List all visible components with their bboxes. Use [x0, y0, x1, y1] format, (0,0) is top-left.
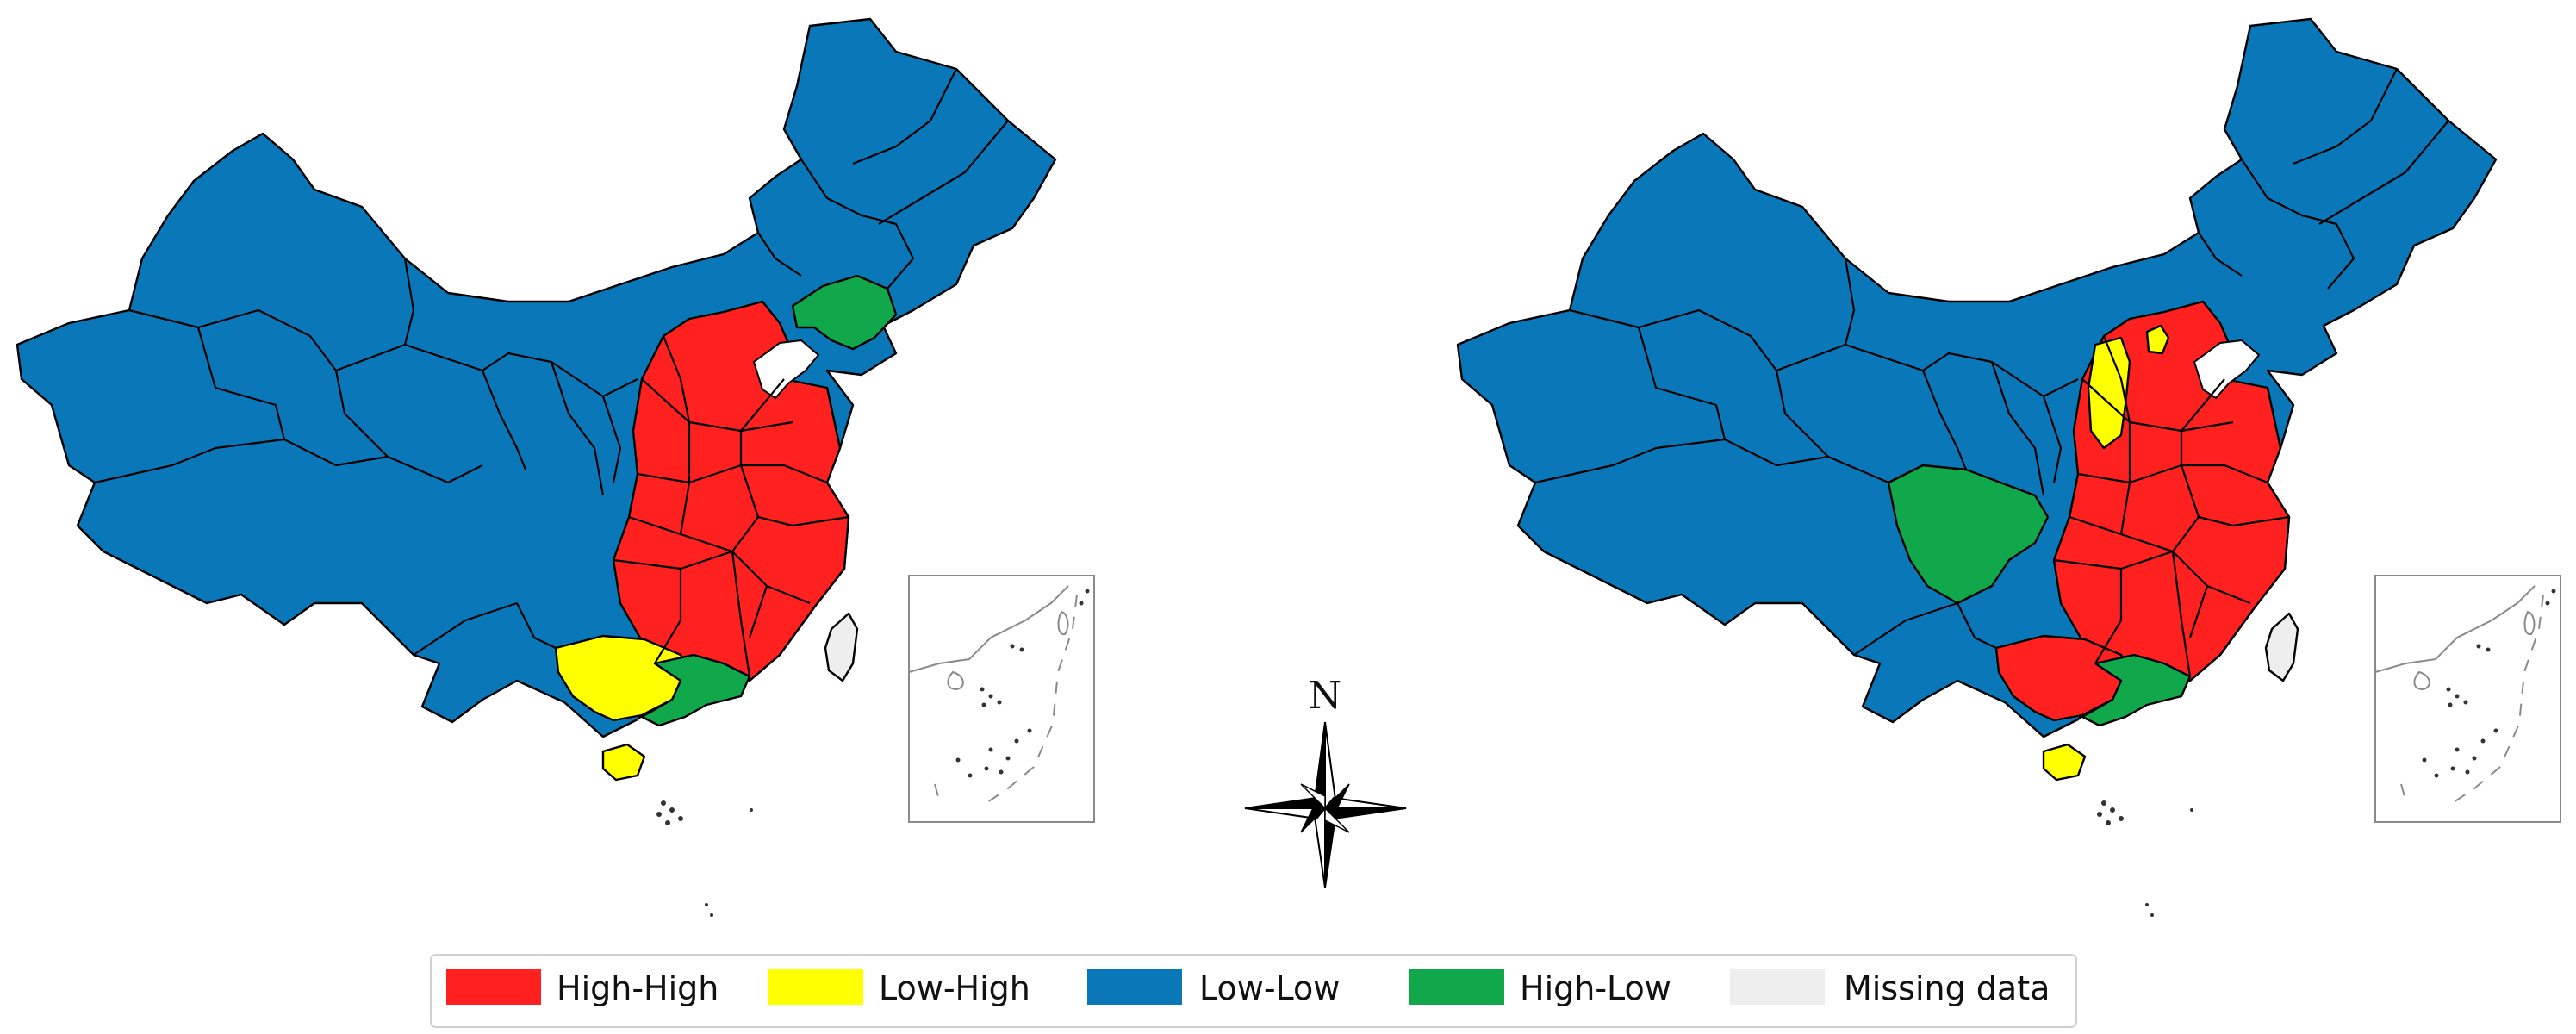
legend-item-low-high: Low-High: [768, 969, 1030, 1007]
compass-rose-icon: [1244, 721, 1407, 888]
legend-label: High-High: [557, 969, 719, 1007]
south-sea-islands: [2097, 800, 2193, 917]
legend-label: Low-Low: [1199, 969, 1340, 1007]
legend-swatch: [768, 969, 863, 1005]
low-low-regions: [1456, 17, 2498, 738]
legend-swatch: [1409, 969, 1504, 1005]
cluster-map-right: [1456, 17, 2561, 917]
region-hainan: [2042, 743, 2087, 782]
legend: High-High Low-High Low-Low High-Low Miss…: [430, 954, 2077, 1028]
low-low-regions: [16, 17, 1057, 738]
legend-swatch: [446, 969, 541, 1005]
region-hainan: [601, 743, 646, 782]
legend-item-high-high: High-High: [446, 969, 719, 1007]
north-label: N: [1309, 674, 1342, 718]
south-china-sea-inset: [908, 575, 1095, 823]
cluster-map-left: [16, 17, 1095, 917]
legend-label: Missing data: [1844, 969, 2050, 1007]
legend-label: High-Low: [1520, 969, 1671, 1007]
south-sea-islands: [656, 800, 753, 917]
legend-item-high-low: High-Low: [1409, 969, 1671, 1007]
legend-swatch: [1087, 969, 1182, 1005]
south-china-sea-inset: [2374, 575, 2561, 823]
region-taiwan: [2264, 612, 2299, 682]
legend-label: Low-High: [879, 969, 1030, 1007]
region-taiwan: [824, 612, 859, 682]
north-arrow: N: [1244, 674, 1407, 888]
legend-item-low-low: Low-Low: [1087, 969, 1340, 1007]
legend-item-missing-data: Missing data: [1730, 969, 2050, 1007]
legend-swatch: [1730, 969, 1825, 1005]
